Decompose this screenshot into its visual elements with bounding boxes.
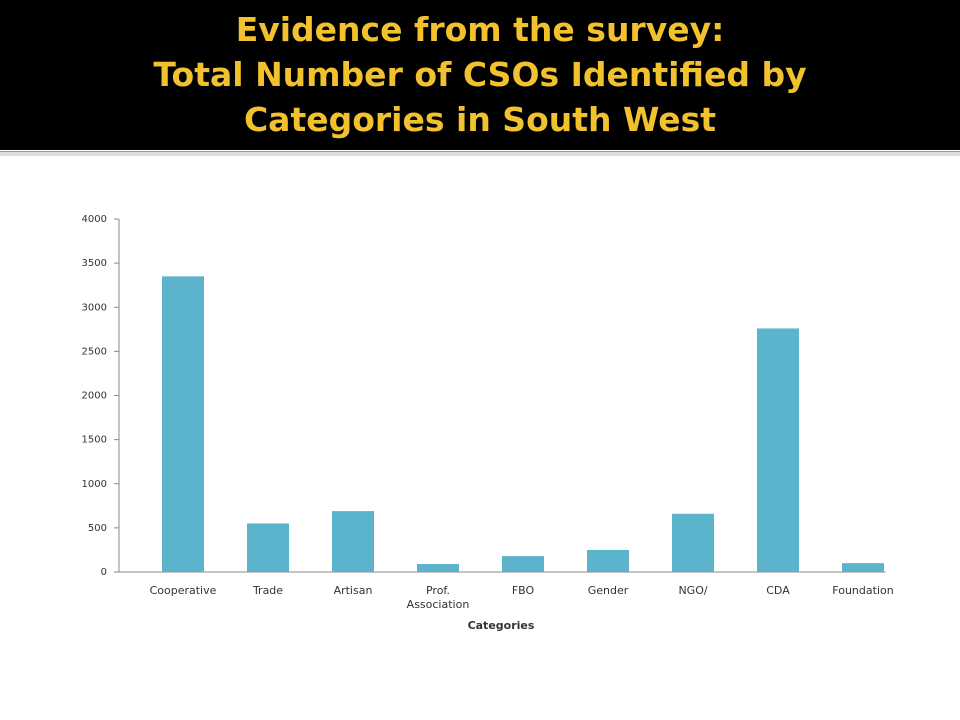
x-tick-label: Prof. Association (406, 584, 470, 611)
bar (332, 511, 374, 572)
x-tick-label: NGO/ (678, 584, 708, 597)
x-tick-label: Foundation (832, 584, 894, 597)
bar (672, 513, 714, 572)
bar (757, 328, 799, 572)
x-tick-label: FBO (511, 584, 535, 597)
bar (842, 563, 884, 572)
y-tick-label: 2000 (82, 391, 107, 402)
bar (417, 564, 459, 572)
title-rule (0, 151, 960, 156)
x-tick-label: Trade (252, 584, 284, 597)
bar (587, 549, 629, 572)
y-tick-label: 3500 (82, 258, 107, 269)
title-band: Evidence from the survey: Total Number o… (0, 0, 960, 150)
y-tick-label: 3000 (82, 302, 107, 313)
y-tick-label: 1500 (82, 435, 107, 446)
x-tick-label: Cooperative (149, 584, 217, 597)
x-tick-label: Gender (587, 584, 629, 597)
bar (247, 523, 289, 572)
y-tick-label: 0 (101, 567, 107, 578)
x-axis-label: Categories (467, 619, 535, 632)
y-tick-label: 2500 (82, 346, 107, 357)
y-tick-label: 4000 (82, 214, 107, 225)
y-tick-label: 1000 (82, 479, 107, 490)
y-tick-label: 500 (88, 523, 107, 534)
x-tick-label: Artisan (333, 584, 373, 597)
title-line: Total Number of CSOs Identified by (153, 55, 807, 94)
x-tick-label: CDA (766, 584, 790, 597)
bar (162, 276, 204, 572)
bar (502, 556, 544, 572)
title-line: Categories in South West (243, 100, 717, 139)
title-line: Evidence from the survey: (235, 10, 725, 49)
